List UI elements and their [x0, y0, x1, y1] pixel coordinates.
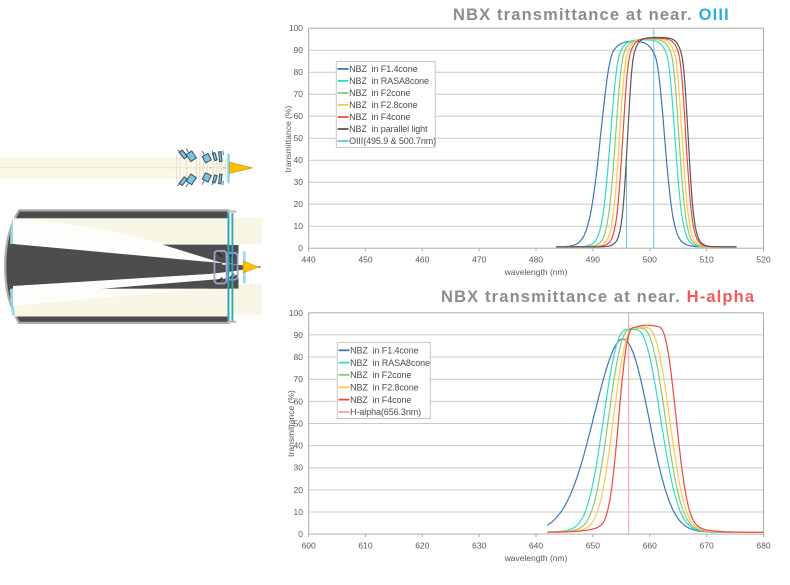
- svg-text:90: 90: [294, 330, 304, 340]
- svg-text:460: 460: [415, 255, 429, 265]
- svg-text:490: 490: [586, 255, 600, 265]
- svg-text:NBZ in F2.8cone: NBZ in F2.8cone: [349, 100, 418, 110]
- svg-text:30: 30: [294, 463, 304, 473]
- svg-text:100: 100: [289, 23, 303, 33]
- svg-text:660: 660: [643, 540, 657, 550]
- svg-text:NBZ in F2cone: NBZ in F2cone: [349, 88, 410, 98]
- svg-text:630: 630: [472, 540, 486, 550]
- svg-text:NBZ in F4cone: NBZ in F4cone: [349, 112, 410, 122]
- svg-text:20: 20: [294, 199, 304, 209]
- svg-text:70: 70: [294, 374, 304, 384]
- svg-text:650: 650: [586, 540, 600, 550]
- svg-text:470: 470: [472, 255, 486, 265]
- svg-text:60: 60: [294, 111, 304, 121]
- svg-text:80: 80: [294, 67, 304, 77]
- svg-text:0: 0: [298, 243, 303, 253]
- svg-text:OIII(495.9 & 500.7nm): OIII(495.9 & 500.7nm): [349, 136, 436, 146]
- svg-text:NBZ in F1.4cone: NBZ in F1.4cone: [349, 64, 418, 74]
- svg-text:10: 10: [294, 507, 304, 517]
- svg-text:40: 40: [294, 155, 304, 165]
- svg-text:NBZ in RASA8cone: NBZ in RASA8cone: [349, 76, 429, 86]
- svg-text:50: 50: [294, 133, 304, 143]
- svg-text:NBX transmittance at near. H-a: NBX transmittance at near. H-alpha: [441, 288, 755, 306]
- svg-text:680: 680: [756, 540, 770, 550]
- svg-text:NBZ in F4cone: NBZ in F4cone: [350, 395, 411, 405]
- svg-text:620: 620: [415, 540, 429, 550]
- svg-text:520: 520: [756, 255, 770, 265]
- svg-text:wavelength (nm): wavelength (nm): [504, 267, 568, 277]
- svg-text:640: 640: [529, 540, 543, 550]
- svg-text:NBZ in parallel light: NBZ in parallel light: [349, 124, 428, 134]
- svg-text:NBZ in RASA8cone: NBZ in RASA8cone: [350, 358, 430, 368]
- svg-text:NBZ in F1.4cone: NBZ in F1.4cone: [350, 346, 419, 356]
- svg-text:20: 20: [294, 485, 304, 495]
- svg-text:500: 500: [643, 255, 657, 265]
- svg-text:0: 0: [298, 529, 303, 539]
- svg-text:450: 450: [358, 255, 372, 265]
- svg-text:480: 480: [529, 255, 543, 265]
- svg-text:50: 50: [294, 419, 304, 429]
- svg-text:100: 100: [289, 308, 303, 318]
- svg-text:10: 10: [294, 221, 304, 231]
- svg-text:40: 40: [294, 441, 304, 451]
- svg-text:wavelength (nm): wavelength (nm): [504, 553, 568, 563]
- svg-text:H-alpha(656.3nm): H-alpha(656.3nm): [350, 407, 421, 417]
- svg-text:60: 60: [294, 396, 304, 406]
- svg-text:NBZ in F2.8cone: NBZ in F2.8cone: [350, 383, 419, 393]
- svg-text:80: 80: [294, 352, 304, 362]
- svg-text:510: 510: [700, 255, 714, 265]
- svg-text:NBZ in F2cone: NBZ in F2cone: [350, 370, 411, 380]
- svg-text:600: 600: [302, 540, 316, 550]
- svg-text:70: 70: [294, 89, 304, 99]
- svg-text:30: 30: [294, 177, 304, 187]
- svg-text:transmittance (%): transmittance (%): [286, 390, 296, 457]
- svg-text:440: 440: [302, 255, 316, 265]
- svg-text:90: 90: [294, 45, 304, 55]
- svg-text:610: 610: [358, 540, 372, 550]
- svg-text:transmittance (%): transmittance (%): [283, 106, 293, 173]
- svg-text:670: 670: [700, 540, 714, 550]
- svg-text:NBX transmittance at near. OII: NBX transmittance at near. OIII: [453, 6, 730, 24]
